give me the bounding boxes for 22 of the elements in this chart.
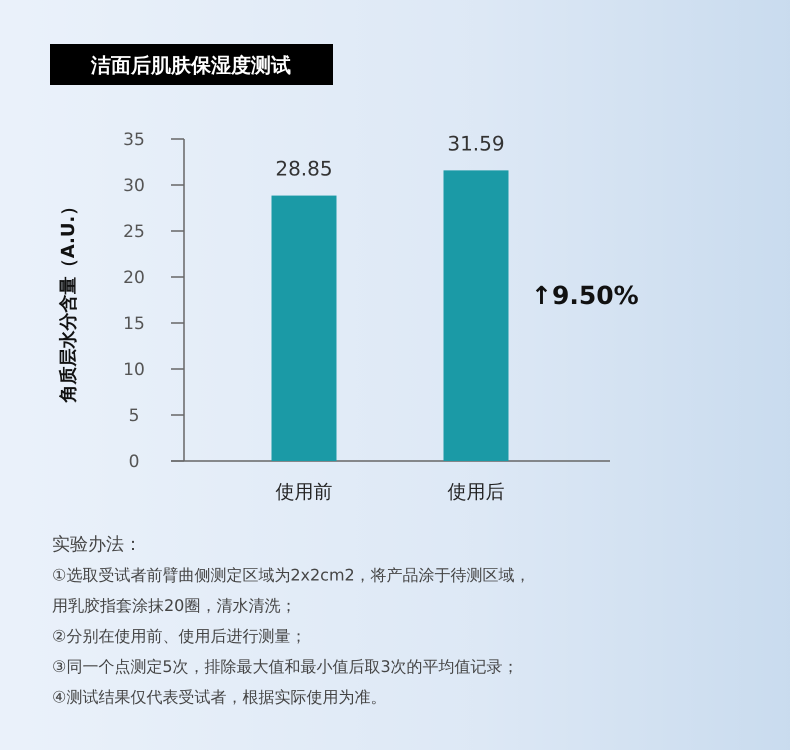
y-tick-label: 35 <box>123 130 145 150</box>
y-tick-label: 20 <box>123 268 145 288</box>
text: 实验办法： <box>52 534 142 555</box>
annotation: ↑9.50% <box>531 281 639 310</box>
x-tick-label: 使用前 <box>276 481 332 503</box>
y-tick-label: 30 <box>123 176 145 196</box>
y-tick-label: 5 <box>128 406 140 426</box>
text: ③同一个点测定5次，排除最大值和最小值后取3次的平均值记录； <box>52 657 519 676</box>
y-axis-title: 角质层水分含量（A.U.） <box>58 198 79 404</box>
data-label: 28.85 <box>275 156 333 181</box>
chart-title: 洁面后肌肤保湿度测试 <box>90 53 291 77</box>
text: ①选取受试者前臂曲侧测定区域为2x2cm2，将产品涂于待测区域， <box>52 566 531 584</box>
y-tick-label: 25 <box>123 222 145 242</box>
data-label: 31.59 <box>447 131 505 156</box>
text: ④测试结果仅代表受试者，根据实际使用为准。 <box>52 688 386 706</box>
y-tick-label: 10 <box>123 360 145 380</box>
text: ②分别在使用前、使用后进行测量； <box>52 626 306 646</box>
y-tick-label: 0 <box>128 452 140 472</box>
text: 用乳胶指套涂抹20圈，清水清洗； <box>52 596 296 615</box>
title: 洁面后肌肤保湿度测试 <box>50 44 333 85</box>
y-tick-label: 15 <box>123 314 145 334</box>
x-tick-label: 使用后 <box>448 481 504 503</box>
